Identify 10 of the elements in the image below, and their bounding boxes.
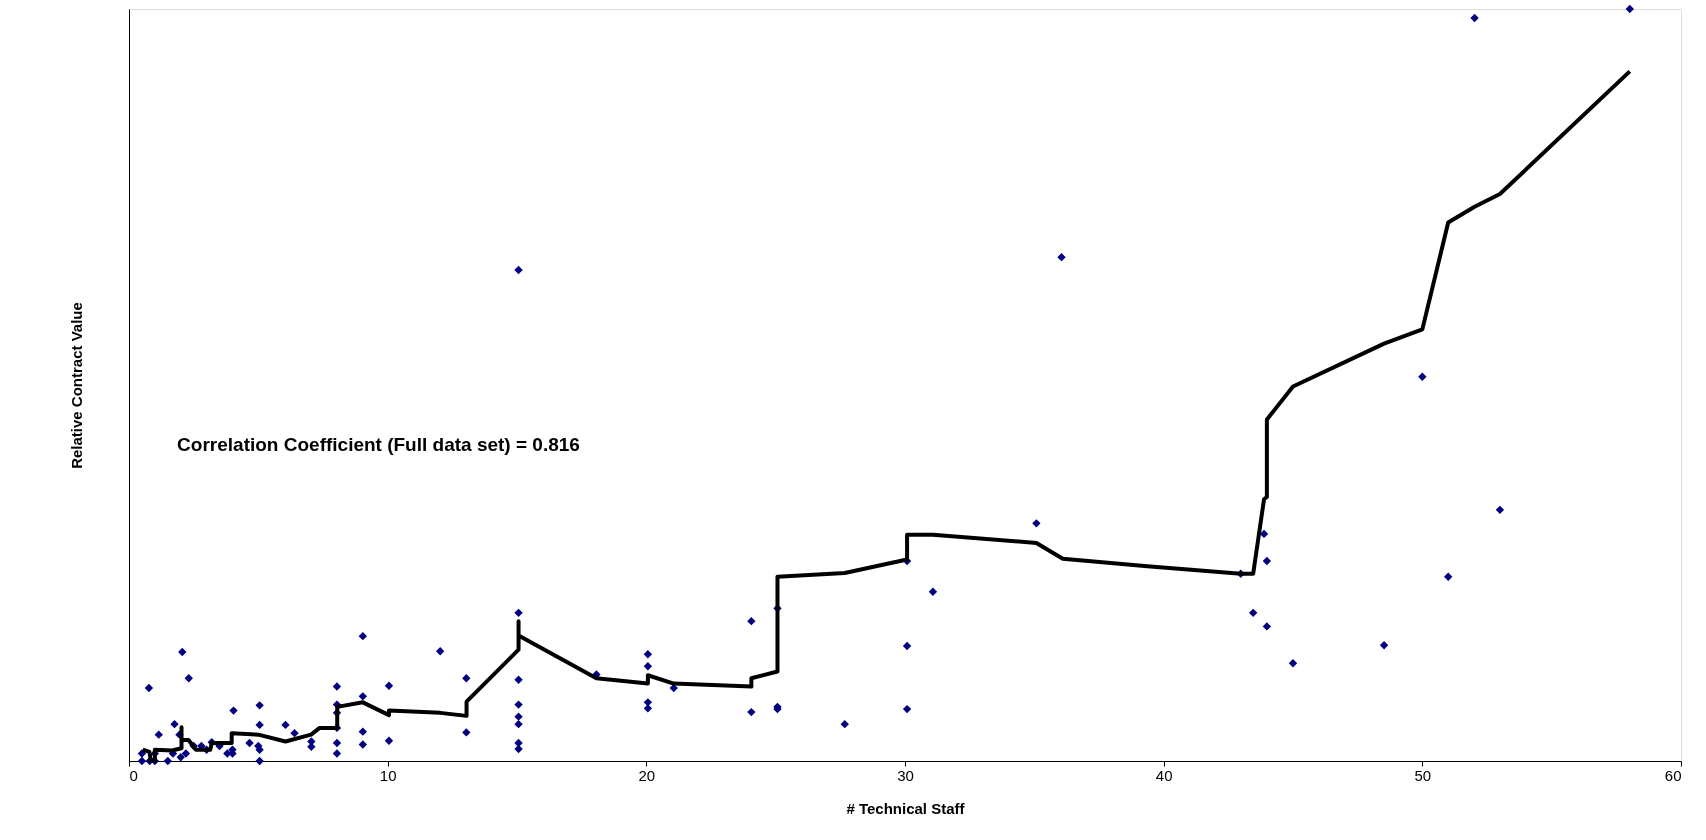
x-tick-label: 50 (1414, 766, 1432, 784)
x-tick-label: 60 (1664, 766, 1682, 784)
x-tick-label: 40 (1155, 766, 1173, 784)
annotation: Correlation Coefficient (Full data set) = 0.816 (177, 434, 580, 456)
x-tick-label: 30 (897, 766, 914, 784)
y-axis-title: Relative Contract Value (67, 302, 85, 469)
x-tick-label: 10 (379, 766, 397, 784)
x-axis-title: # Technical Staff (846, 799, 966, 817)
x-tick-label: 20 (638, 766, 656, 784)
x-tick-label: 0 (129, 766, 138, 784)
